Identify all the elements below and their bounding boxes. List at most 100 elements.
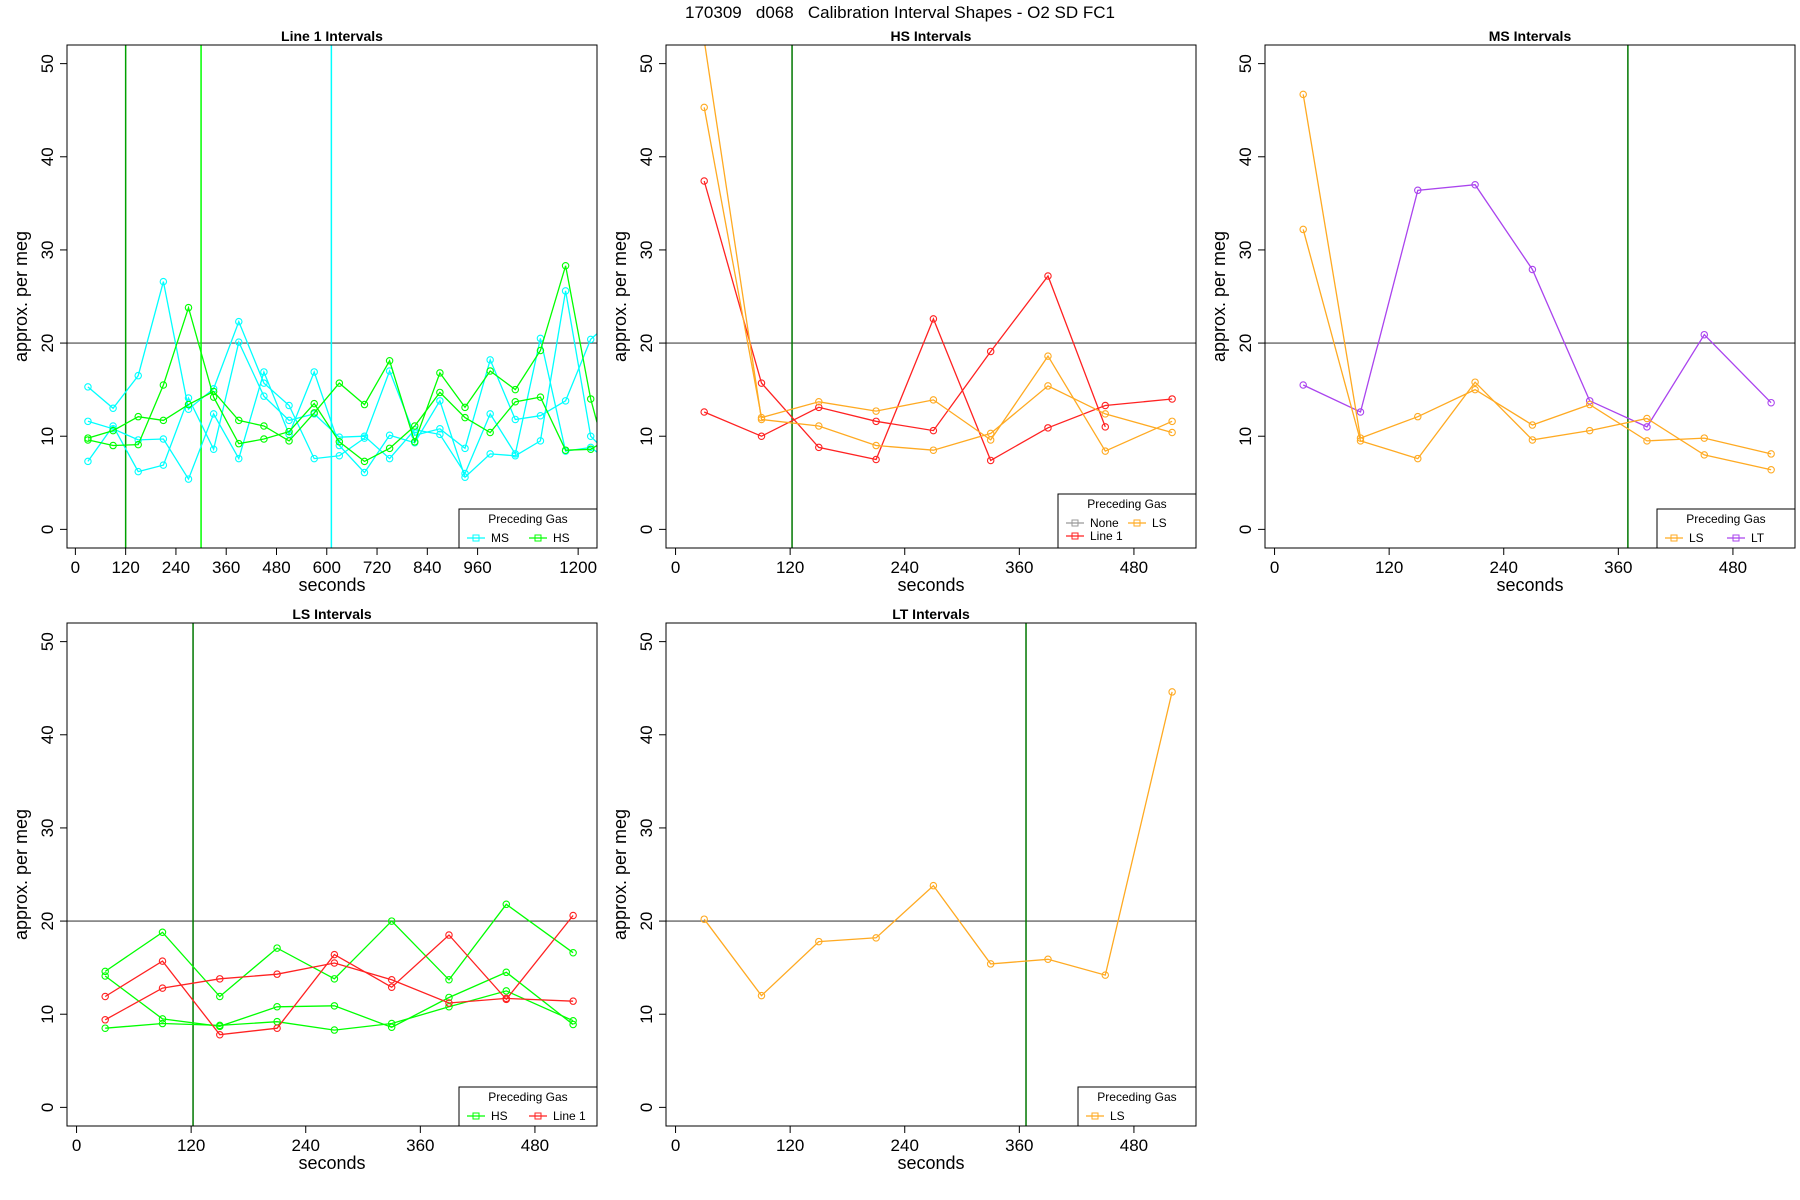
data-point bbox=[101, 967, 109, 976]
data-point bbox=[1044, 424, 1052, 432]
y-tick-label: 40 bbox=[1236, 147, 1255, 166]
panel-title: HS Intervals bbox=[891, 28, 972, 44]
legend-label: Line 1 bbox=[553, 1109, 586, 1123]
data-point bbox=[445, 999, 453, 1007]
data-point bbox=[486, 450, 494, 458]
y-axis: 0 10 20 30 40 50 approx. per meg bbox=[610, 632, 666, 1112]
data-point bbox=[1700, 451, 1709, 459]
data-point bbox=[1168, 688, 1176, 696]
data-point bbox=[273, 944, 281, 952]
x-tick-label: 0 bbox=[1270, 558, 1279, 577]
data-point bbox=[700, 915, 708, 923]
series-line bbox=[87, 305, 597, 463]
series-group bbox=[101, 900, 577, 1039]
legend-marker bbox=[1133, 519, 1141, 527]
legend-label: LT bbox=[1751, 531, 1765, 545]
data-point bbox=[360, 432, 369, 440]
data-point bbox=[134, 412, 142, 421]
x-tick-label: 0 bbox=[671, 558, 680, 577]
data-point bbox=[1528, 265, 1537, 274]
y-tick-label: 30 bbox=[38, 240, 57, 259]
data-point bbox=[335, 438, 344, 446]
data-point bbox=[1471, 378, 1479, 386]
data-point bbox=[1585, 400, 1594, 409]
x-tick-label: 480 bbox=[1120, 1136, 1148, 1155]
x-tick-label: 360 bbox=[1604, 558, 1632, 577]
data-point bbox=[872, 455, 880, 464]
data-point bbox=[436, 388, 444, 397]
data-point bbox=[235, 454, 243, 463]
data-point bbox=[586, 445, 595, 454]
data-point bbox=[360, 457, 369, 466]
data-point bbox=[109, 441, 117, 450]
plot-frame bbox=[1264, 44, 1796, 549]
x-tick-label: 1200 bbox=[559, 558, 597, 577]
data-point bbox=[1585, 426, 1594, 435]
data-point bbox=[1471, 385, 1479, 394]
data-point bbox=[235, 439, 243, 448]
data-point bbox=[986, 347, 995, 356]
x-tick-label: 0 bbox=[71, 558, 80, 577]
data-point bbox=[502, 900, 511, 909]
series-line bbox=[1302, 229, 1772, 471]
data-point bbox=[1414, 186, 1422, 195]
data-point bbox=[235, 338, 243, 346]
y-tick-label: 0 bbox=[637, 1103, 656, 1112]
data-point bbox=[536, 411, 545, 420]
data-point bbox=[1168, 395, 1176, 403]
y-tick-label: 20 bbox=[38, 912, 57, 931]
y-tick-label: 40 bbox=[38, 147, 57, 166]
data-point bbox=[134, 440, 142, 449]
data-point bbox=[387, 983, 396, 991]
data-point bbox=[1767, 450, 1775, 458]
legend-marker bbox=[472, 534, 480, 542]
series-line bbox=[703, 107, 1173, 452]
data-point bbox=[387, 1019, 396, 1028]
data-point bbox=[569, 948, 577, 957]
data-point bbox=[872, 407, 880, 415]
data-point bbox=[815, 398, 823, 406]
data-point bbox=[84, 457, 92, 466]
y-tick-label: 0 bbox=[1236, 525, 1255, 534]
series-line bbox=[1302, 94, 1772, 455]
data-point bbox=[209, 393, 218, 401]
data-point bbox=[700, 408, 708, 416]
legend: Preceding Gas LS bbox=[1077, 1086, 1197, 1127]
data-point bbox=[84, 436, 92, 444]
x-tick-label: 480 bbox=[262, 558, 290, 577]
data-point bbox=[815, 422, 823, 430]
x-tick-label: 240 bbox=[1490, 558, 1518, 577]
x-tick-label: 600 bbox=[313, 558, 341, 577]
x-tick-label: 120 bbox=[111, 558, 139, 577]
data-point bbox=[461, 413, 469, 422]
data-point bbox=[273, 970, 281, 978]
y-tick-label: 50 bbox=[637, 54, 656, 73]
data-point bbox=[1643, 414, 1651, 423]
series-line bbox=[87, 265, 597, 444]
y-tick-label: 10 bbox=[38, 427, 57, 446]
x-tick-label: 840 bbox=[413, 558, 441, 577]
data-point bbox=[335, 379, 344, 387]
y-tick-label: 10 bbox=[637, 427, 656, 446]
y-tick-label: 30 bbox=[1236, 240, 1255, 259]
legend-label: Line 1 bbox=[1090, 529, 1123, 543]
legend-box bbox=[1656, 508, 1796, 549]
x-tick-label: 360 bbox=[406, 1136, 434, 1155]
data-point bbox=[260, 435, 268, 443]
legend-label: HS bbox=[491, 1109, 508, 1123]
y-tick-label: 20 bbox=[637, 334, 656, 353]
data-point bbox=[986, 436, 995, 444]
data-point bbox=[330, 950, 339, 959]
data-point bbox=[502, 994, 511, 1003]
panel-title: LS Intervals bbox=[292, 606, 372, 622]
data-point bbox=[330, 1002, 339, 1010]
data-point bbox=[1168, 417, 1176, 426]
x-tick-label: 120 bbox=[776, 558, 804, 577]
data-point bbox=[502, 968, 511, 977]
legend-title: Preceding Gas bbox=[488, 512, 567, 526]
series-line bbox=[703, 691, 1173, 997]
y-axis: 0 10 20 30 40 50 approx. per meg bbox=[11, 54, 67, 534]
data-point bbox=[536, 393, 545, 401]
data-point bbox=[1528, 436, 1537, 444]
data-point bbox=[134, 371, 142, 380]
